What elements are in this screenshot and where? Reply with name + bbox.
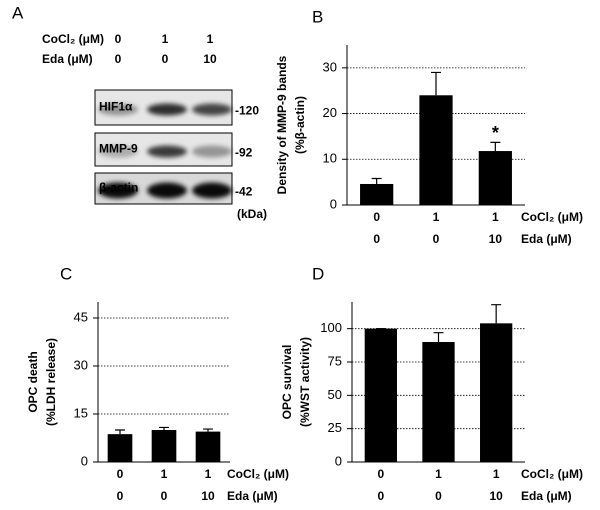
x-tick-label: 10 (489, 232, 503, 246)
row-value: 0 (115, 32, 122, 46)
x-tick-label: 1 (493, 467, 500, 481)
x-tick-label: 0 (373, 232, 380, 246)
panel-letter: A (12, 3, 24, 22)
row-value: 0 (115, 52, 122, 66)
blot-band (98, 182, 138, 199)
error-bar (433, 332, 444, 342)
x-tick-label: 0 (377, 467, 384, 481)
x-tick-label: 1 (161, 467, 168, 481)
x-tick-label: 0 (377, 489, 384, 503)
bar (419, 95, 453, 205)
error-bar (115, 429, 125, 435)
x-tick-label: 0 (433, 232, 440, 246)
blot-band (192, 145, 232, 158)
blot-band (192, 182, 232, 199)
y-tick-label: 50 (328, 387, 342, 402)
x-row-label: Eda (μM) (227, 489, 278, 503)
bar (195, 431, 221, 462)
band-label: HIF1α (99, 100, 133, 114)
y-tick-label: 0 (81, 453, 88, 468)
kda-label: -120 (235, 104, 259, 118)
y-axis-label: OPC death (26, 351, 40, 412)
row-value: 0 (162, 52, 169, 66)
x-tick-label: 0 (117, 467, 124, 481)
row-value: 1 (162, 32, 169, 46)
y-axis-label: OPC survival (280, 345, 294, 420)
x-row-label: CoCl₂ (μM) (521, 467, 583, 481)
y-axis-label: (%LDH release) (44, 338, 58, 426)
bar (478, 151, 512, 205)
error-bar (431, 71, 441, 96)
y-tick-label: 15 (74, 405, 88, 420)
y-tick-label: 45 (74, 309, 88, 324)
blot-band (192, 103, 232, 116)
blot-band (98, 145, 138, 158)
blot-band (147, 103, 187, 116)
x-tick-label: 1 (433, 210, 440, 224)
error-bar (159, 426, 169, 430)
y-tick-label: 10 (323, 151, 337, 166)
y-tick-label: 30 (74, 357, 88, 372)
bar (422, 342, 455, 462)
bar (151, 430, 177, 462)
y-tick-label: 30 (323, 59, 337, 74)
x-tick-label: 10 (201, 489, 215, 503)
bar (107, 434, 133, 462)
panel-letter: C (60, 264, 72, 283)
row-value: 10 (203, 52, 217, 66)
error-bar (491, 304, 502, 324)
band-label: MMP-9 (99, 142, 138, 156)
y-tick-label: 20 (323, 105, 337, 120)
x-row-label: CoCl₂ (μM) (521, 210, 583, 224)
blot-band (147, 182, 187, 199)
row-label: Eda (μM) (42, 52, 93, 66)
x-tick-label: 1 (205, 467, 212, 481)
y-axis-label: Density of MMP-9 bands (275, 55, 289, 194)
row-label: CoCl₂ (μM) (42, 32, 104, 46)
x-tick-label: 0 (161, 489, 168, 503)
x-tick-label: 0 (117, 489, 124, 503)
x-row-label: CoCl₂ (μM) (227, 467, 289, 481)
bar (480, 323, 513, 462)
y-tick-label: 25 (328, 420, 342, 435)
y-tick-label: 75 (328, 353, 342, 368)
y-axis-label: (%β-actin) (293, 96, 307, 154)
x-tick-label: 0 (373, 210, 380, 224)
blot-band (147, 145, 187, 158)
x-tick-label: 1 (435, 467, 442, 481)
kda-unit: (kDa) (237, 207, 267, 221)
bar (364, 328, 397, 462)
error-bar (371, 177, 382, 184)
kda-label: -92 (235, 146, 253, 160)
y-tick-label: 0 (330, 196, 337, 211)
band-label: β-actin (99, 181, 138, 195)
y-tick-label: 100 (320, 320, 342, 335)
significance-mark: * (492, 123, 499, 143)
blot-band (98, 103, 138, 116)
panel-letter: B (312, 7, 323, 26)
row-value: 1 (207, 32, 214, 46)
x-tick-label: 0 (435, 489, 442, 503)
error-bar (490, 141, 501, 152)
bar (360, 183, 394, 205)
y-axis-label: (%WST activity) (298, 337, 312, 427)
kda-label: -42 (235, 185, 253, 199)
error-bar (203, 428, 213, 432)
x-tick-label: 1 (492, 210, 499, 224)
x-row-label: Eda (μM) (521, 489, 572, 503)
y-tick-label: 0 (335, 453, 342, 468)
x-row-label: Eda (μM) (521, 232, 572, 246)
x-tick-label: 10 (489, 489, 503, 503)
panel-letter: D (312, 264, 324, 283)
